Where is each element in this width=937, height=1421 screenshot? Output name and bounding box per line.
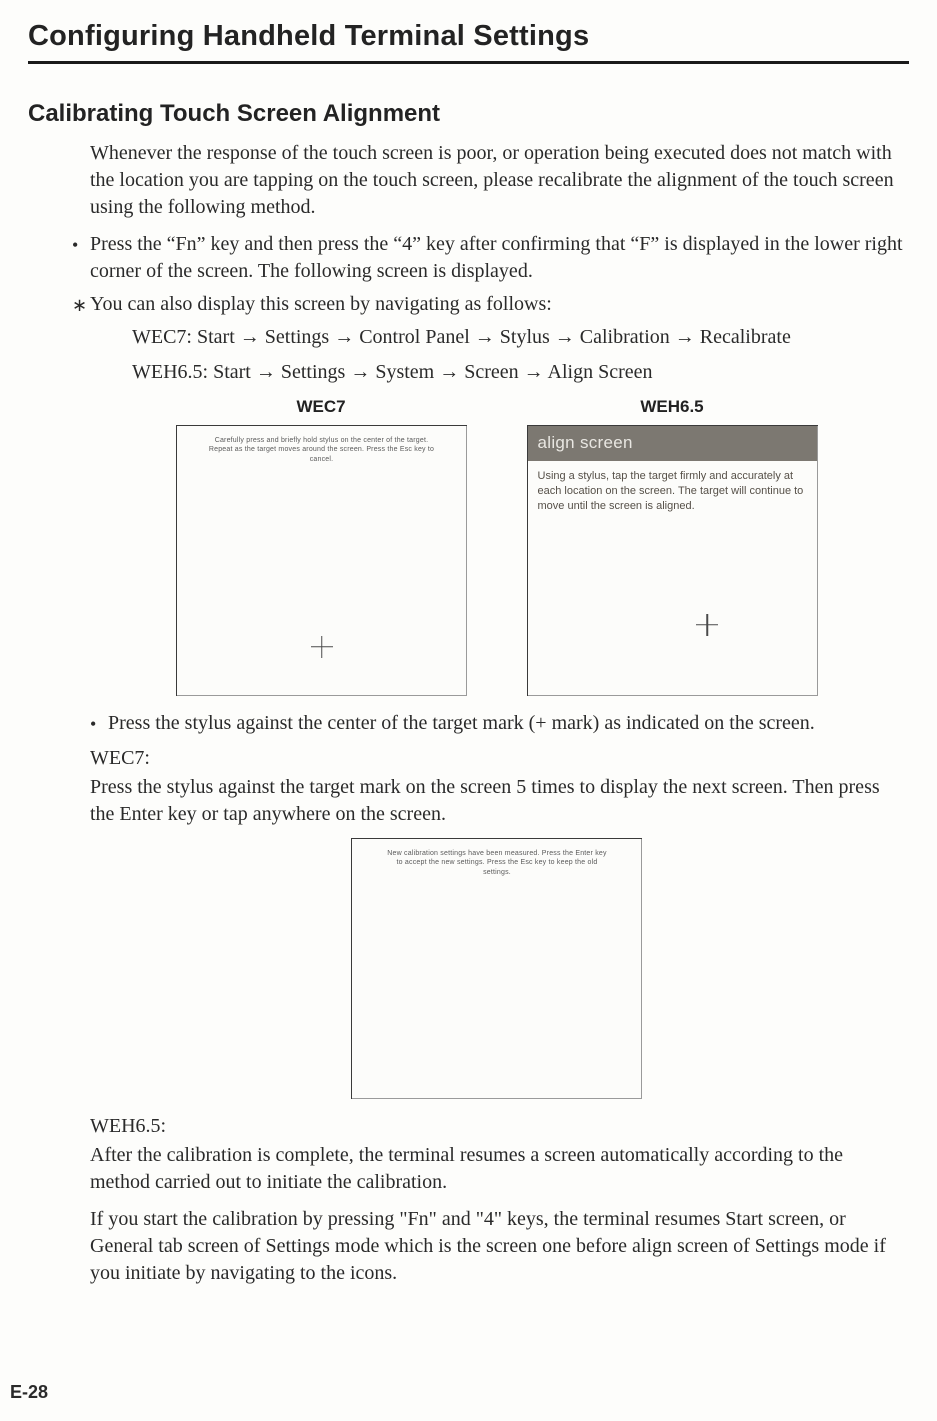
bullet-text-2: You can also display this screen by navi… [90, 293, 552, 315]
nav-path-wec7: WEC7: Start → Settings → Control Panel →… [132, 324, 903, 351]
title-rule [28, 61, 909, 64]
wec7-screenshot: Carefully press and briefly hold stylus … [176, 425, 467, 696]
nav-paths: WEC7: Start → Settings → Control Panel →… [132, 324, 903, 386]
weh65-label: WEH6.5 [640, 396, 703, 419]
weh65-p1: After the calibration is complete, the t… [90, 1142, 903, 1196]
wec7-column: WEC7 Carefully press and briefly hold st… [176, 396, 467, 696]
manual-page: Configuring Handheld Terminal Settings C… [0, 0, 937, 1421]
wec7-label: WEC7 [296, 396, 345, 419]
bullet-dot-icon: • [72, 233, 78, 257]
bullet-item-2: ∗ You can also display this screen by na… [72, 291, 903, 318]
weh65-column: WEH6.5 align screen Using a stylus, tap … [527, 396, 818, 696]
nav-path-weh65: WEH6.5: Start → Settings → System → Scre… [132, 359, 903, 386]
crosshair-icon [311, 636, 333, 658]
screenshots-row: WEC7 Carefully press and briefly hold st… [90, 396, 903, 696]
section-heading: Calibrating Touch Screen Alignment [28, 100, 909, 128]
intro-paragraph: Whenever the response of the touch scree… [90, 140, 903, 221]
bullet-item-3: • Press the stylus against the center of… [90, 710, 903, 737]
page-title: Configuring Handheld Terminal Settings [28, 20, 909, 57]
wec7-instruction: Press the stylus against the target mark… [90, 774, 903, 828]
middle-screenshot-wrap: New calibration settings have been measu… [90, 838, 903, 1099]
weh65-p2: If you start the calibration by pressing… [90, 1206, 903, 1287]
body-block: Whenever the response of the touch scree… [90, 140, 903, 1287]
wec7-confirm-screenshot: New calibration settings have been measu… [351, 838, 642, 1099]
bullet-item-1: • Press the “Fn” key and then press the … [72, 231, 903, 285]
bullet-text-3: Press the stylus against the center of t… [108, 712, 815, 734]
bullet-dot-icon: • [90, 712, 96, 736]
wec7-sublabel: WEC7: [90, 745, 903, 772]
bullet-text-1: Press the “Fn” key and then press the “4… [90, 233, 903, 282]
weh65-sublabel: WEH6.5: [90, 1113, 903, 1140]
crosshair-icon [696, 614, 718, 636]
weh65-screenshot: align screen Using a stylus, tap the tar… [527, 425, 818, 696]
bullet-asterisk-icon: ∗ [72, 293, 87, 317]
page-number: E-28 [10, 1382, 48, 1403]
